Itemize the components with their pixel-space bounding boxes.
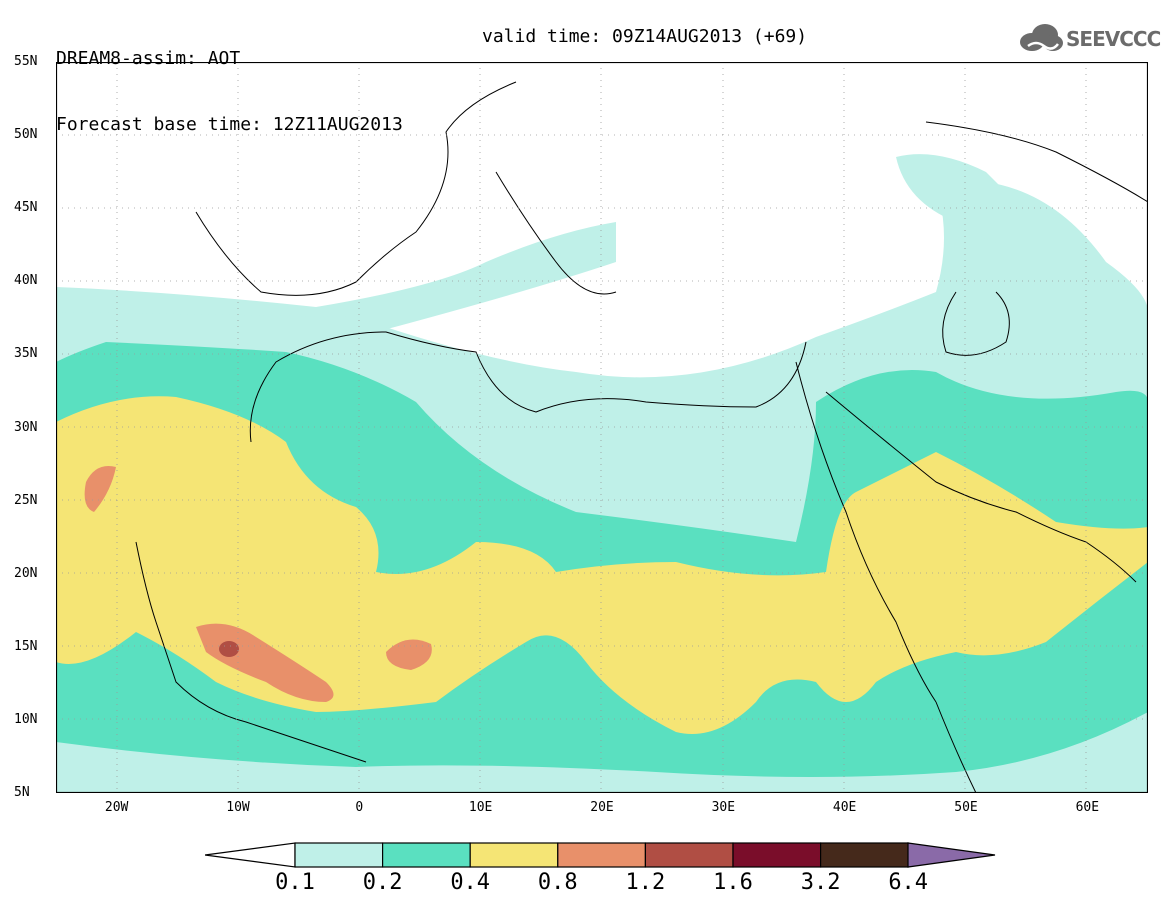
colorbar-label: 0.2 [362, 870, 403, 895]
colorbar-label: 0.1 [275, 870, 315, 895]
latitude-label: 40N [14, 273, 38, 289]
map-header: DREAM8-assim: AOT Forecast base time: 12… [56, 4, 807, 180]
graticule [56, 62, 1148, 793]
colorbar-label: 3.2 [800, 870, 841, 895]
latitude-label: 20N [14, 565, 38, 581]
latitude-label: 5N [14, 785, 30, 800]
latitude-label: 50N [14, 127, 38, 143]
latitude-label: 25N [14, 492, 38, 508]
aot-map [56, 62, 1148, 793]
longitude-label: 20E [590, 800, 614, 815]
latitude-label: 55N [14, 54, 38, 69]
colorbar-cell [469, 842, 559, 868]
colorbar-cell [644, 842, 734, 868]
colorbar-cell [732, 842, 822, 868]
latitude-label: 35N [14, 346, 38, 362]
colorbar-label: 6.4 [888, 870, 929, 895]
longitude-label: 50E [954, 800, 978, 815]
aot-field-0.4 [56, 396, 1148, 734]
longitude-label: 20W [104, 800, 129, 815]
colorbar [205, 842, 996, 868]
aot-field-1.2 [219, 641, 239, 657]
seevccc-logo: SEEVCCC [1018, 22, 1161, 56]
colorbar-label: 0.8 [537, 870, 578, 895]
colorbar-label: 1.6 [713, 870, 753, 895]
coastlines [135, 81, 1148, 793]
colorbar-cell [382, 842, 471, 868]
colorbar-under-triangle [205, 842, 296, 868]
colorbar-over-triangle [907, 842, 996, 868]
longitude-label: 40E [832, 800, 857, 815]
longitude-label: 60E [1075, 800, 1100, 815]
longitude-label: 10W [226, 800, 250, 815]
latitude-label: 15N [14, 638, 38, 654]
forecast-base-time: Forecast base time: 12Z11AUG2013 [56, 114, 403, 135]
latitude-label: 30N [14, 419, 38, 435]
logo-text: SEEVCCC [1066, 27, 1161, 51]
valid-time: valid time: 09Z14AUG2013 (+69) [482, 26, 808, 47]
latitude-label: 10N [14, 711, 38, 727]
colorbar-cell [819, 842, 909, 868]
colorbar-cell [294, 842, 384, 868]
longitude-label: 0 [355, 800, 364, 815]
map-frame [56, 62, 1148, 793]
latitude-label: 45N [14, 200, 38, 216]
longitude-label: 10E [468, 800, 493, 815]
product-title: DREAM8-assim: AOT [56, 48, 241, 69]
longitude-label: 30E [711, 800, 736, 815]
colorbar-cell [557, 842, 646, 868]
colorbar-label: 1.2 [625, 870, 666, 895]
cloud-icon [1020, 24, 1063, 51]
colorbar-label: 0.4 [450, 870, 491, 895]
